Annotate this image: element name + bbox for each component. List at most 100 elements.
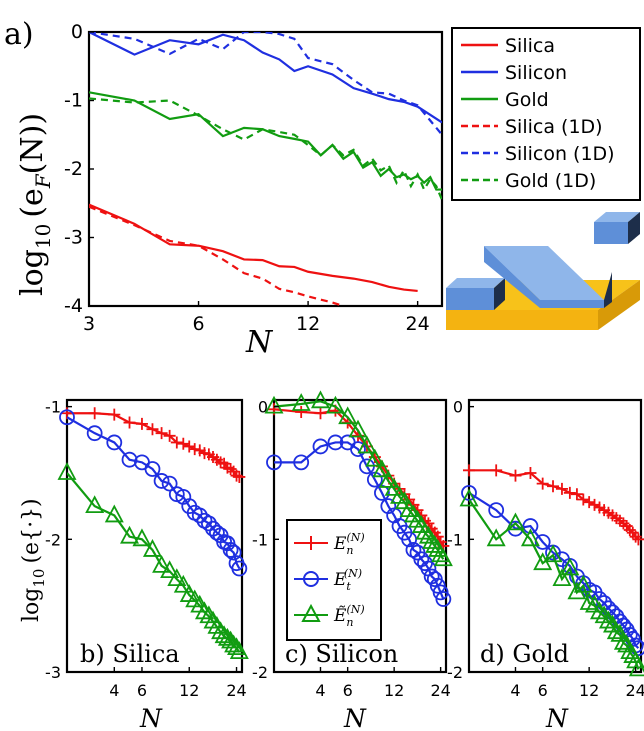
x-tick-label-c-3: 24 xyxy=(430,681,450,700)
marker-d-triangle-0 xyxy=(459,488,479,507)
marker-b-plus-9 xyxy=(177,437,190,450)
marker-b-triangle-7 xyxy=(160,560,180,579)
x-tick-label-b-1: 6 xyxy=(137,681,147,700)
marker-d-plus-1 xyxy=(490,464,503,477)
marker-d-triangle-18 xyxy=(613,631,633,650)
legend-a-label-4: Silicon (1D) xyxy=(505,143,615,165)
marker-d-triangle-6 xyxy=(552,568,572,587)
marker-d-plus-22 xyxy=(629,530,642,543)
marker-d-circle-1 xyxy=(488,502,505,519)
x-tick-label-a-2: 12 xyxy=(296,313,320,335)
bar-center-front xyxy=(540,300,604,308)
x-tick-label-c-0: 4 xyxy=(315,681,325,700)
panel-a-legend: Silica Silicon Gold Silica (1D) Silicon (1D)… xyxy=(451,27,641,201)
bar-left-side xyxy=(494,278,505,310)
marker-c-circle-3 xyxy=(327,434,344,451)
panel-b-ylabel-sub: 10 xyxy=(30,569,48,588)
marker-b-triangle-14 xyxy=(199,605,219,624)
panel-b-chart: 4 6 12 24 -1 -2 -3 b) Silica N log10 (e{·}) xyxy=(19,398,249,731)
panel-c-chart: 4 6 12 24 0 -1 -2 c) Silicon N En(N) Et(N) Ẽn(N) xyxy=(252,390,453,731)
marker-d-triangle-3 xyxy=(520,528,540,547)
marker-c-triangle-10 xyxy=(384,477,404,496)
legend-c-label-2: Ẽn(N) xyxy=(333,603,365,629)
panel-b-frame xyxy=(65,398,244,674)
marker-b-plus-1 xyxy=(88,407,101,420)
marker-d-triangle-7 xyxy=(560,557,580,576)
marker-b-plus-7 xyxy=(163,429,176,442)
svg-text:log10(eF(N)): log10 (eF(N)) xyxy=(15,113,55,296)
panel-d-ticks: 4 6 12 24 0 -1 -2 xyxy=(447,398,644,700)
marker-b-triangle-19 xyxy=(217,627,237,646)
marker-b-plus-3 xyxy=(123,416,136,429)
panel-b-label: b) Silica xyxy=(80,640,180,668)
x-tick-label-d-3: 24 xyxy=(625,681,644,700)
marker-c-circle-2 xyxy=(312,438,329,455)
panel-a-ylabel-end: (N)) xyxy=(15,113,50,174)
marker-b-plus-8 xyxy=(170,436,183,449)
legend-a-label-2: Gold xyxy=(505,89,549,111)
marker-b-plus-10 xyxy=(183,440,196,453)
svg-text:log10(e{·}): log10 (e{·}) xyxy=(19,498,48,622)
panel-b-series-group xyxy=(57,407,249,659)
x-tick-label-a-1: 6 xyxy=(192,313,204,335)
panel-c-xlabel: N xyxy=(343,704,367,731)
marker-b-triangle-17 xyxy=(211,621,231,640)
marker-c-triangle-5 xyxy=(348,419,368,438)
marker-b-plus-20 xyxy=(224,462,237,475)
marker-b-triangle-8 xyxy=(167,568,187,587)
marker-c-circle-1 xyxy=(293,454,310,471)
marker-c-triangle-17 xyxy=(415,521,435,540)
marker-b-plus-6 xyxy=(155,427,168,440)
marker-b-circle-1 xyxy=(86,425,103,442)
x-tick-label-d-2: 12 xyxy=(579,681,599,700)
marker-b-plus-2 xyxy=(108,408,121,421)
y-tick-label-a-4: -4 xyxy=(64,295,83,317)
bar-right-top xyxy=(594,212,640,222)
structure-illustration xyxy=(446,212,640,330)
series-line-a-gold-1d- xyxy=(89,97,442,201)
marker-b-circle-14 xyxy=(200,515,217,532)
panel-a-xlabel: N xyxy=(245,325,274,360)
legend-a-label-0: Silica xyxy=(505,35,555,57)
panel-d-label: d) Gold xyxy=(480,640,569,668)
y-tick-label-d-0: 0 xyxy=(453,398,463,417)
x-tick-label-c-1: 6 xyxy=(343,681,353,700)
marker-b-plus-5 xyxy=(146,423,159,436)
marker-c-triangle-23 xyxy=(433,548,453,567)
marker-b-triangle-2 xyxy=(104,504,124,523)
marker-b-circle-21 xyxy=(225,544,242,561)
y-tick-label-b-0: -1 xyxy=(45,398,61,417)
marker-b-triangle-15 xyxy=(203,610,223,629)
marker-c-triangle-7 xyxy=(365,448,385,467)
series-line-a-silicon-1d- xyxy=(89,32,442,136)
y-tick-label-a-1: -1 xyxy=(64,90,83,112)
marker-b-plus-22 xyxy=(230,469,243,482)
marker-c-circle-0 xyxy=(266,454,282,471)
y-tick-label-d-2: -2 xyxy=(447,663,463,682)
marker-b-triangle-21 xyxy=(224,634,244,653)
x-tick-label-c-2: 12 xyxy=(384,681,404,700)
marker-b-plus-23 xyxy=(233,470,246,483)
marker-b-circle-7 xyxy=(161,475,178,492)
panel-d-xlabel: N xyxy=(545,704,569,731)
bar-center-face xyxy=(484,246,540,308)
panel-c-frame xyxy=(272,398,448,674)
marker-b-triangle-18 xyxy=(214,625,234,644)
marker-d-plus-8 xyxy=(570,488,583,501)
y-tick-label-c-0: 0 xyxy=(258,398,268,417)
marker-d-plus-6 xyxy=(555,482,568,495)
panel-c-legend: En(N) Et(N) Ẽn(N) xyxy=(286,519,382,641)
marker-b-triangle-23 xyxy=(229,641,249,659)
panel-b-xlabel: N xyxy=(139,704,163,731)
marker-d-plus-7 xyxy=(563,486,576,499)
bar-center-side xyxy=(604,272,612,308)
marker-c-circle-8 xyxy=(374,484,390,501)
panel-a-chart: a) 3 6 12 24 0 -1 -2 -3 -4 N log10 (eF(N)) xyxy=(4,17,444,360)
panel-a-ylabel-sub: 10 xyxy=(31,224,55,249)
marker-c-triangle-14 xyxy=(403,504,423,523)
y-tick-label-a-0: 0 xyxy=(71,21,83,43)
marker-d-triangle-12 xyxy=(589,601,609,620)
x-tick-label-b-3: 24 xyxy=(226,681,246,700)
marker-b-triangle-5 xyxy=(142,539,162,557)
series-line-b-e-n-n- xyxy=(67,412,240,478)
